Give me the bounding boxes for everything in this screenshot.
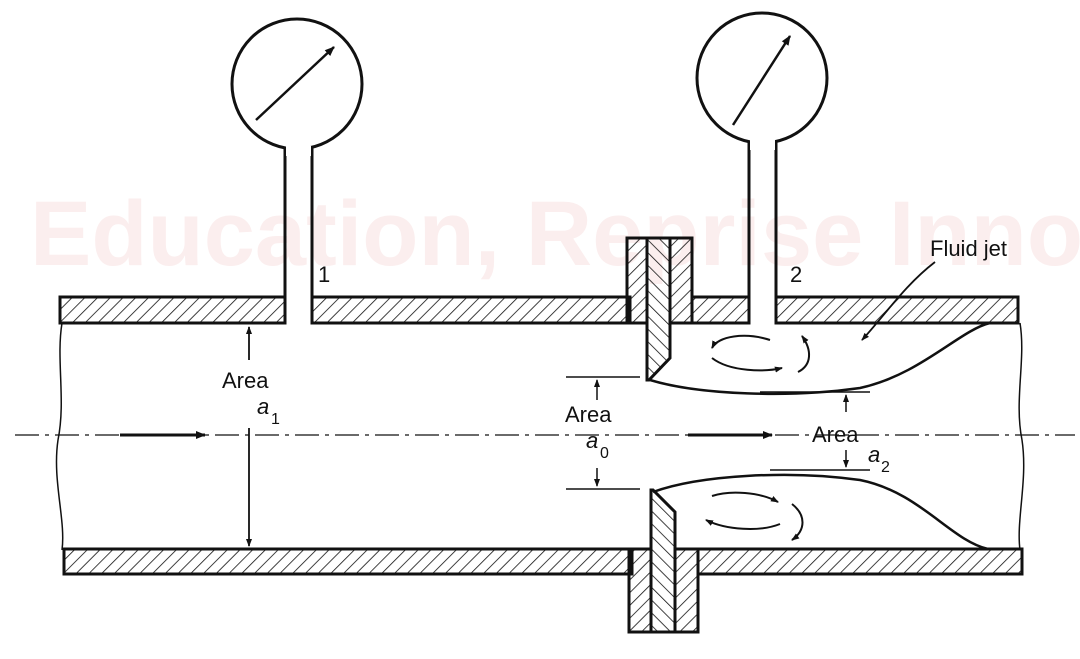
- area-a2-word: Area: [812, 422, 859, 447]
- dimension-a0: [566, 376, 640, 490]
- gauge-1-needle: [255, 46, 335, 121]
- area-a0-symbol: a: [586, 428, 598, 453]
- area-a1-symbol: a: [257, 394, 269, 419]
- tap-1-label: 1: [318, 262, 330, 287]
- area-a1-subscript: 1: [271, 411, 280, 428]
- pipe-break-lines: [55, 322, 1025, 551]
- eddy-top: [711, 334, 810, 373]
- dimension-a2: [760, 391, 870, 471]
- top-pipe-wall: [58, 295, 1020, 325]
- top-flange: [625, 236, 694, 325]
- area-a0-word: Area: [565, 402, 612, 427]
- area-a1-word: Area: [222, 368, 269, 393]
- gauge-2-needle: [731, 35, 792, 126]
- orifice-plate: [645, 236, 677, 634]
- fluid-jet-boundary: [649, 321, 991, 551]
- watermark-text: Education, Reprise Innovation: [30, 183, 1080, 285]
- area-a2-symbol: a: [868, 442, 880, 467]
- area-a2-subscript: 2: [881, 459, 890, 476]
- fluid-jet-leader: [861, 261, 936, 341]
- fluid-jet-label: Fluid jet: [930, 236, 1007, 261]
- bottom-flange: [627, 547, 700, 634]
- pressure-gauge-2: [695, 11, 829, 323]
- area-a0-subscript: 0: [600, 445, 609, 462]
- eddy-bottom: [705, 491, 804, 541]
- pressure-gauge-1: [230, 17, 364, 323]
- bottom-pipe-wall: [62, 547, 1024, 576]
- tap-2-label: 2: [790, 262, 802, 287]
